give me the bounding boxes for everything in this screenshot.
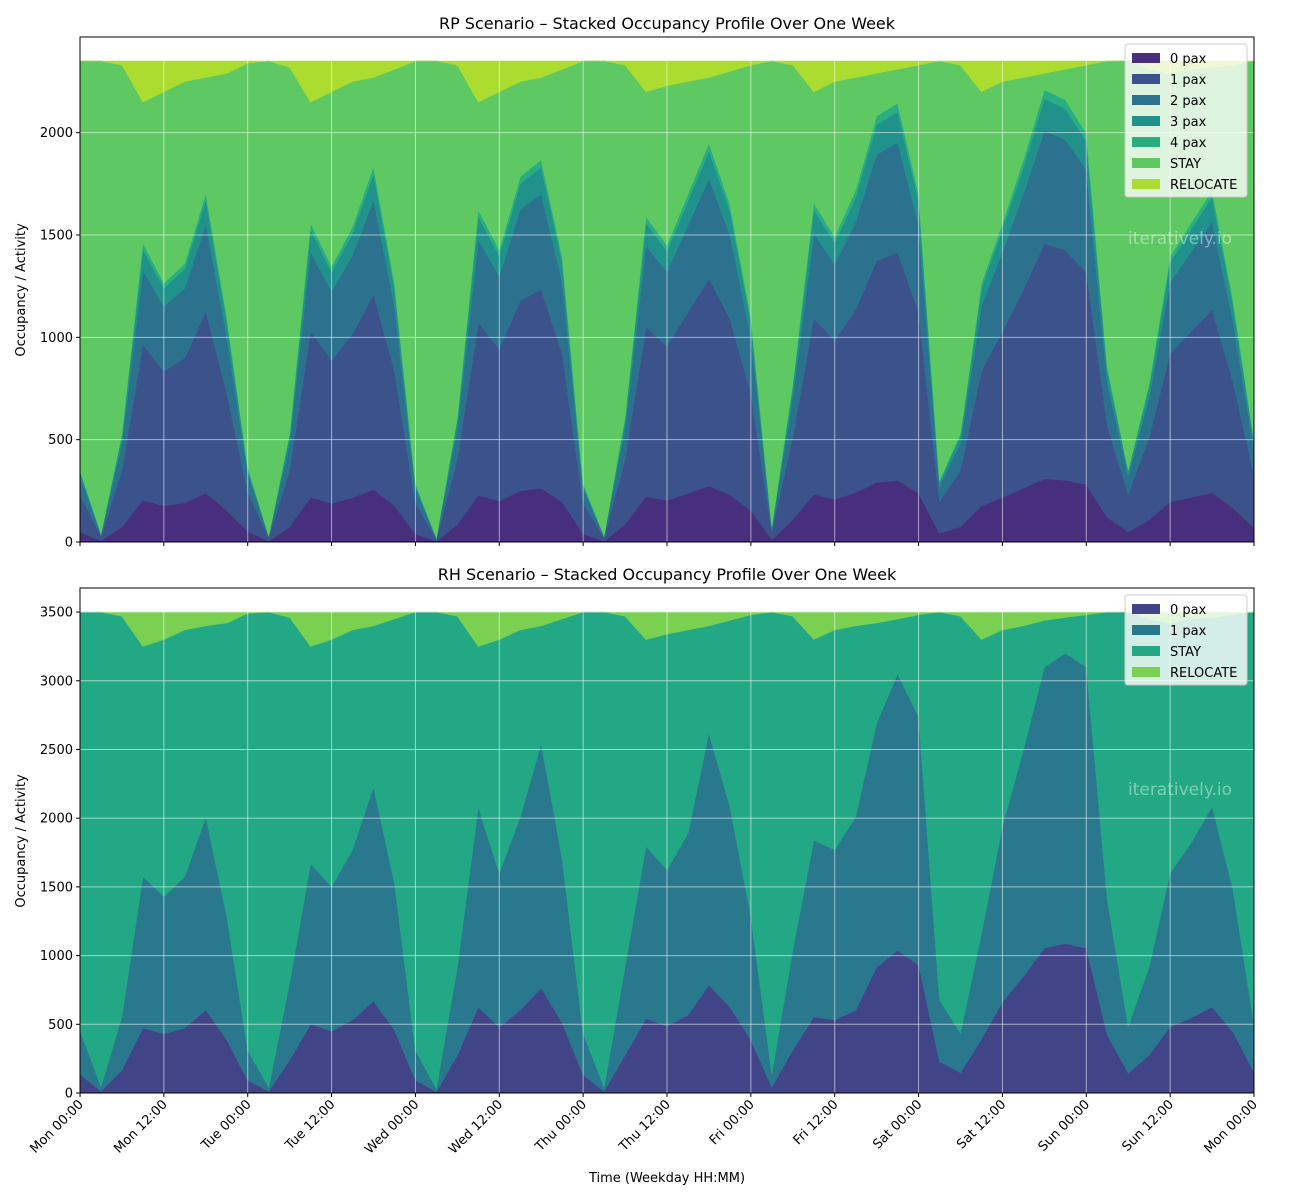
legend-swatch	[1132, 53, 1160, 63]
legend-label: STAY	[1170, 157, 1201, 172]
y-tick-label: 500	[48, 1018, 73, 1033]
legend-swatch	[1132, 604, 1160, 614]
rh-scenario-panel: 0 500 1000 1500 2000 2500 3000 3500 Mon 00:00 Mon…	[14, 565, 1261, 1186]
x-tick-label: Wed 00:00	[362, 1097, 422, 1157]
legend-swatch	[1132, 667, 1160, 677]
x-tick-label: Sun 12:00	[1119, 1097, 1177, 1155]
y-tick-label: 3000	[40, 674, 73, 689]
legend-swatch	[1132, 158, 1160, 168]
legend-label: 0 pax	[1170, 603, 1207, 618]
legend-swatch	[1132, 116, 1160, 126]
y-tick-label: 3500	[40, 606, 73, 621]
legend-label: 2 pax	[1170, 94, 1207, 109]
y-tick-label: 1500	[40, 229, 73, 244]
y-tick-label: 1500	[40, 880, 73, 895]
y-tick-label: 0	[65, 1087, 73, 1102]
x-tick-label: Tue 00:00	[198, 1097, 254, 1153]
x-tick-label: Mon 00:00	[27, 1097, 86, 1156]
rh-legend: 0 pax 1 pax STAY RELOCATE	[1124, 594, 1248, 686]
rp-y-axis-label: Occupancy / Activity	[14, 223, 29, 357]
rh-y-axis-label: Occupancy / Activity	[14, 774, 29, 908]
legend-label: 0 pax	[1170, 52, 1207, 67]
legend-swatch	[1132, 646, 1160, 656]
legend-swatch	[1132, 625, 1160, 635]
y-tick-label: 1000	[40, 949, 73, 964]
rp-scenario-panel: 0 500 1000 1500 2000 iteratively.io 0 pax 1 pax…	[14, 14, 1255, 551]
legend-swatch	[1132, 74, 1160, 84]
y-tick-label: 500	[48, 433, 73, 448]
x-tick-label: Mon 00:00	[1201, 1097, 1260, 1156]
legend-box	[1124, 594, 1248, 686]
legend-label: 1 pax	[1170, 73, 1207, 88]
rh-chart-title: RH Scenario – Stacked Occupancy Profile …	[438, 565, 897, 584]
legend-label: RELOCATE	[1170, 178, 1237, 193]
y-tick-label: 2000	[40, 812, 73, 827]
legend-swatch	[1132, 95, 1160, 105]
legend-label: 4 pax	[1170, 136, 1207, 151]
x-tick-label: Sun 00:00	[1036, 1097, 1094, 1155]
legend-label: RELOCATE	[1170, 666, 1237, 681]
legend-swatch	[1132, 179, 1160, 189]
x-tick-label: Mon 12:00	[111, 1097, 170, 1156]
y-tick-label: 0	[65, 536, 73, 551]
legend-swatch	[1132, 137, 1160, 147]
x-tick-label: Sat 12:00	[954, 1097, 1009, 1152]
x-axis-label: Time (Weekday HH:MM)	[588, 1171, 745, 1186]
x-tick-label: Sat 00:00	[870, 1097, 925, 1152]
x-tick-label: Thu 12:00	[616, 1097, 674, 1155]
x-tick-label: Thu 00:00	[532, 1097, 590, 1155]
y-tick-label: 2500	[40, 743, 73, 758]
watermark: iteratively.io	[1128, 229, 1232, 249]
x-tick-label: Fri 00:00	[707, 1097, 758, 1148]
watermark: iteratively.io	[1128, 780, 1232, 800]
x-tick-label: Fri 12:00	[791, 1097, 842, 1148]
legend-label: STAY	[1170, 645, 1201, 660]
rp-legend: 0 pax 1 pax 2 pax 3 pax 4 pax STAY RELOCATE	[1124, 43, 1248, 198]
x-tick-label: Tue 12:00	[282, 1097, 338, 1153]
rp-chart-title: RP Scenario – Stacked Occupancy Profile …	[439, 14, 896, 33]
y-tick-label: 1000	[40, 331, 73, 346]
y-tick-label: 2000	[40, 126, 73, 141]
legend-label: 3 pax	[1170, 115, 1207, 130]
x-tick-label: Wed 12:00	[446, 1097, 506, 1157]
rh-axes-frame	[79, 587, 1255, 1094]
rp-axes-frame	[79, 36, 1255, 543]
legend-label: 1 pax	[1170, 624, 1207, 639]
